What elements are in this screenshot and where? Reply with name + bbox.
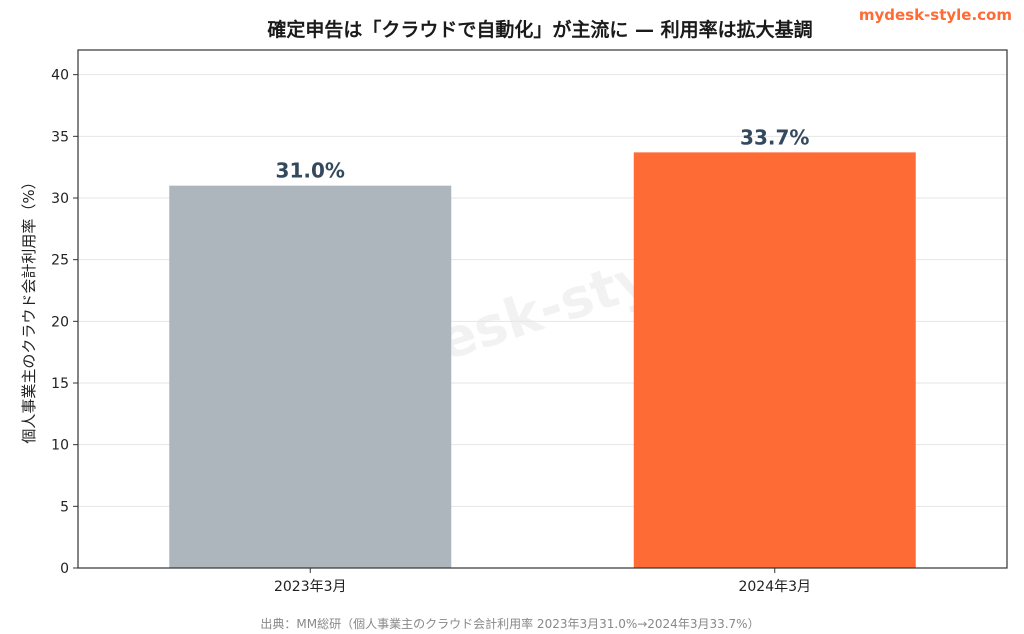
brand-logo-text: mydesk-style.com [858, 6, 1012, 24]
y-tick-label: 0 [60, 561, 69, 577]
y-tick-label: 40 [51, 68, 69, 84]
x-tick-label: 2024年3月 [738, 579, 811, 595]
y-tick-label: 5 [60, 499, 69, 515]
x-tick-label: 2023年3月 [274, 579, 347, 595]
bar-value-label: 33.7% [740, 125, 809, 149]
y-tick-label: 30 [51, 191, 69, 207]
bar-1 [169, 185, 452, 568]
plot-frame [77, 49, 1008, 569]
bars: 31.0% 33.7% [169, 125, 916, 568]
source-note: 出典：MM総研（個人事業主のクラウド会計利用率 2023年3月31.0%→202… [260, 616, 759, 631]
y-axis-label: 個人事業主のクラウド会計利用率（%） [20, 174, 38, 443]
bar-value-label: 31.0% [276, 159, 345, 183]
axes: 0 5 10 15 20 25 30 35 40 2023年3月 2024年3月 [51, 49, 1008, 595]
y-tick-label: 20 [51, 314, 69, 330]
chart-title: 確定申告は「クラウドで自動化」が主流に — 利用率は拡大基調 [267, 18, 812, 41]
y-tick-label: 35 [51, 129, 69, 145]
y-tick-label: 10 [51, 438, 69, 454]
y-tick-label: 15 [51, 376, 69, 392]
y-tick-label: 25 [51, 253, 69, 269]
bar-2 [633, 152, 916, 568]
